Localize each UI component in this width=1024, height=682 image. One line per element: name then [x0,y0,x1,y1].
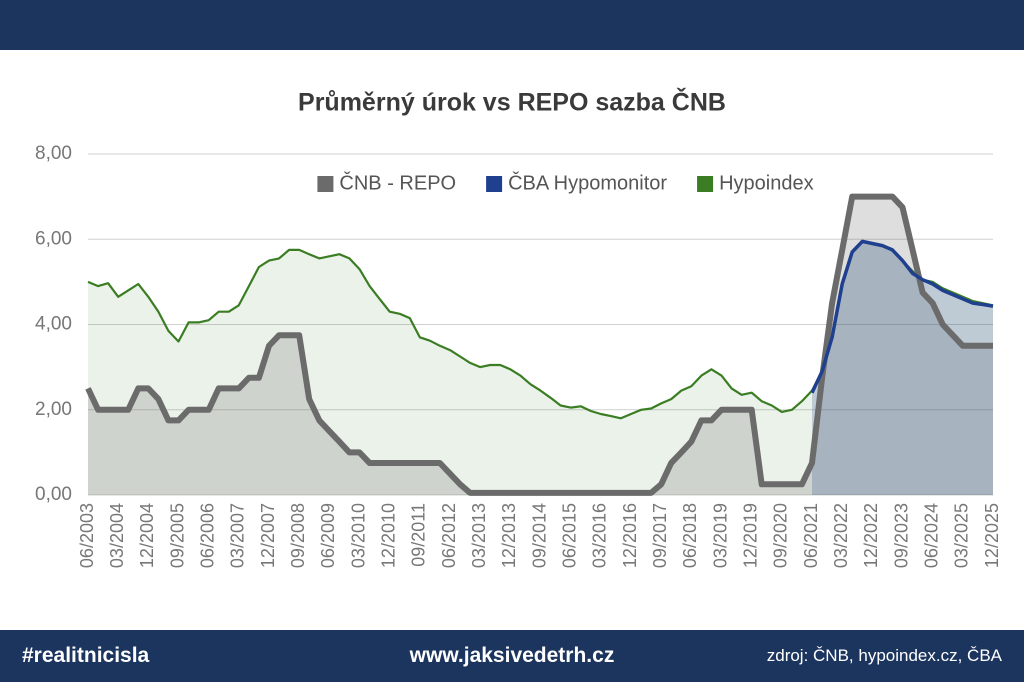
x-tick-label: 06/2021 [801,503,821,568]
y-tick-label: 2,00 [35,399,72,420]
chart-title: Průměrný úrok vs REPO sazba ČNB [298,87,726,117]
x-tick-label: 12/2016 [620,503,640,568]
series-area [812,241,993,495]
x-tick-label: 09/2014 [529,503,549,568]
x-tick-label: 09/2020 [771,503,791,568]
chart: Průměrný úrok vs REPO sazba ČNB 0,00 2,00… [35,87,1002,568]
x-tick-label: 09/2011 [409,503,429,567]
x-tick-label: 09/2017 [650,503,670,568]
x-tick-label: 09/2008 [288,503,308,568]
x-tick-label: 03/2007 [228,503,248,568]
legend: ČNB - REPO ČBA Hypomonitor Hypoindex [317,171,814,194]
x-tick-label: 06/2009 [318,503,338,568]
header-band [0,0,1024,50]
x-tick-label: 12/2010 [378,503,398,568]
x-tick-label: 12/2019 [740,503,760,568]
x-tick-label: 03/2025 [952,503,972,568]
x-tick-label: 12/2022 [861,503,881,568]
y-tick-label: 6,00 [35,228,72,249]
x-tick-label: 09/2005 [167,503,187,568]
series-line [85,193,993,496]
hashtag: #realitnicisla [22,644,150,667]
y-tick-label: 4,00 [35,314,72,335]
source: zdroj: ČNB, hypoindex.cz, ČBA [766,646,1002,665]
x-tick-label: 03/2010 [348,503,368,568]
x-tick-label: 06/2015 [559,503,579,568]
footer-band [0,630,1024,682]
x-tick-label: 06/2003 [77,503,97,568]
y-tick-label: 0,00 [35,484,72,505]
x-tick-label: 06/2006 [197,503,217,568]
legend-label: ČNB - REPO [339,171,456,194]
x-tick-label: 03/2016 [590,503,610,568]
x-tick-label: 09/2023 [891,503,911,568]
legend-swatch [697,176,714,192]
x-tick-label: 12/2013 [499,503,519,568]
legend-label: ČBA Hypomonitor [508,171,667,194]
series-line [810,239,994,394]
series-area [88,241,993,495]
x-tick-label: 06/2012 [439,503,459,568]
x-tick-label: 12/2007 [258,503,278,568]
y-tick-label: 8,00 [35,143,72,164]
x-tick-label: 06/2018 [680,503,700,568]
x-tick-label: 12/2004 [137,503,157,568]
website: www.jaksivedetrh.cz [409,644,615,667]
x-tick-label: 03/2022 [831,503,851,568]
x-tick-label: 03/2013 [469,503,489,568]
legend-label: Hypoindex [719,172,814,194]
legend-swatch [486,176,503,192]
series-area [88,196,993,495]
x-tick-label: 03/2019 [710,503,730,568]
legend-swatch [317,176,334,192]
x-tick-label: 03/2004 [107,503,127,568]
x-tick-label: 12/2025 [982,503,1002,568]
x-tick-label: 06/2024 [921,503,941,568]
